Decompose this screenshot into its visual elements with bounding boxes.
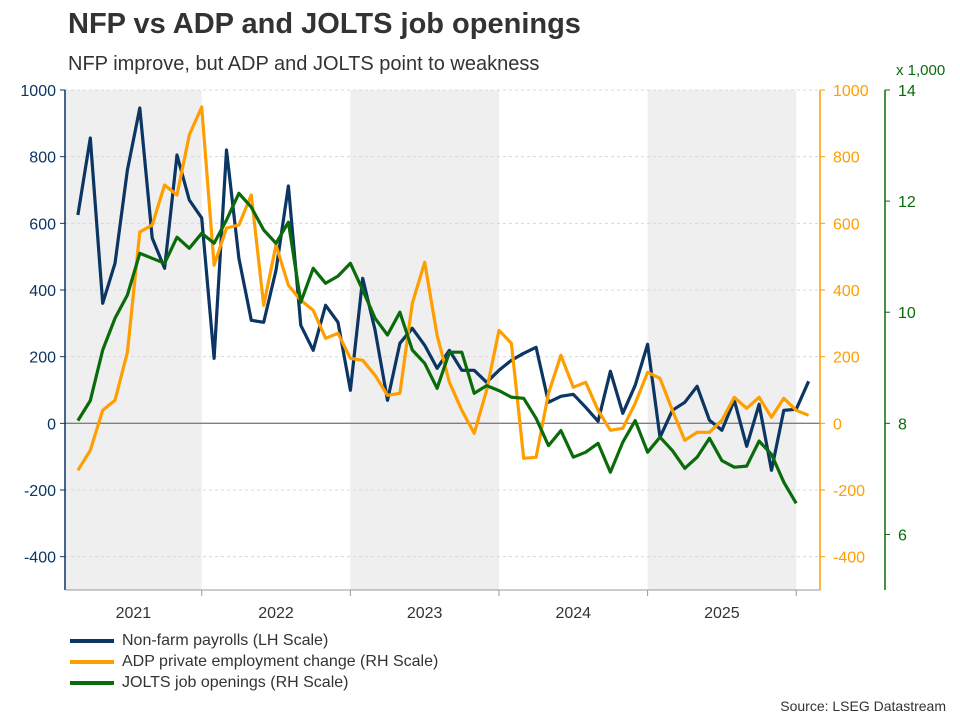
jolts-tick-label: 14 [898, 83, 916, 100]
x-tick-label: 2022 [258, 605, 294, 622]
adp-tick-label: 0 [833, 416, 842, 433]
adp-tick-label: 600 [833, 216, 860, 233]
x-tick-label: 2024 [555, 605, 591, 622]
left-tick-label: -200 [24, 483, 56, 500]
jolts-tick-label: 12 [898, 194, 916, 211]
adp-tick-label: -400 [833, 550, 865, 567]
left-tick-label: 800 [29, 150, 56, 167]
shaded-year-2021 [65, 90, 202, 590]
jolts-tick-label: 8 [898, 416, 907, 433]
legend-swatch [70, 659, 114, 664]
left-tick-label: -400 [24, 550, 56, 567]
series-line-jolts [76, 191, 798, 505]
adp-tick-label: 1000 [833, 83, 869, 100]
left-tick-label: 0 [47, 416, 56, 433]
shaded-year-2023 [350, 90, 499, 590]
x-tick-label: 2025 [704, 605, 740, 622]
legend-swatch [70, 638, 114, 643]
chart-title: NFP vs ADP and JOLTS job openings [68, 8, 581, 40]
adp-tick-label: 400 [833, 283, 860, 300]
left-tick-label: 600 [29, 216, 56, 233]
legend-label: JOLTS job openings (RH Scale) [122, 673, 349, 691]
x-tick-label: 2021 [116, 605, 152, 622]
jolts-tick-label: 6 [898, 527, 907, 544]
adp-tick-label: 800 [833, 150, 860, 167]
jolts-axis-unit: x 1,000 [896, 62, 946, 79]
adp-tick-label: 200 [833, 350, 860, 367]
left-tick-label: 1000 [20, 83, 56, 100]
source-note: Source: LSEG Datastream [780, 698, 946, 714]
x-tick-label: 2023 [407, 605, 443, 622]
left-tick-label: 200 [29, 350, 56, 367]
adp-tick-label: -200 [833, 483, 865, 500]
chart-subtitle: NFP improve, but ADP and JOLTS point to … [68, 53, 540, 75]
shaded-year-2025 [647, 90, 797, 590]
jolts-tick-label: 10 [898, 305, 916, 322]
series-line-adp [76, 105, 810, 472]
legend-item-nfp: Non-farm payrolls (LH Scale) [70, 630, 438, 651]
legend-item-jolts: JOLTS job openings (RH Scale) [70, 672, 438, 693]
legend-label: Non-farm payrolls (LH Scale) [122, 631, 329, 649]
legend: Non-farm payrolls (LH Scale) ADP private… [70, 630, 438, 693]
legend-label: ADP private employment change (RH Scale) [122, 652, 439, 670]
legend-swatch [70, 680, 114, 685]
left-tick-label: 400 [29, 283, 56, 300]
legend-item-adp: ADP private employment change (RH Scale) [70, 651, 438, 672]
